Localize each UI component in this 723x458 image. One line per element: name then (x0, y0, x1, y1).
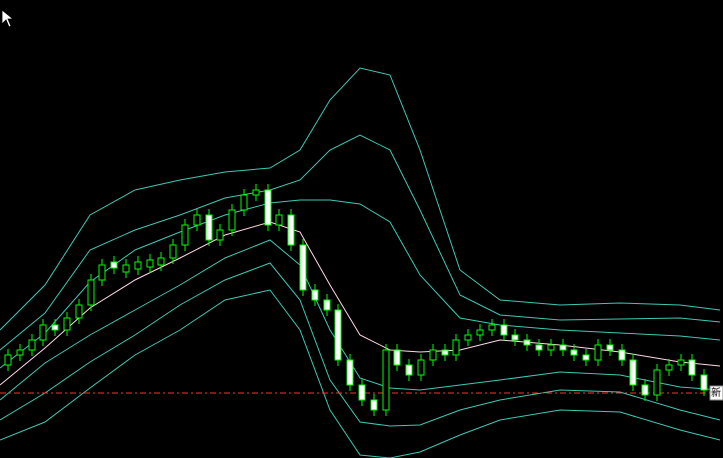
price-tag-label: 新 (711, 386, 721, 399)
candle-body (641, 384, 649, 396)
candle-body (216, 229, 224, 241)
mouse-cursor (1, 9, 15, 28)
candle-body (370, 399, 378, 411)
candle-body (146, 259, 154, 268)
candle-body (393, 349, 401, 366)
candle-body (134, 261, 142, 270)
candle-body (122, 264, 130, 273)
candle-body (476, 329, 484, 336)
candle-body (417, 359, 425, 376)
candle-body (264, 189, 272, 226)
candle-body (559, 344, 567, 351)
candle-body (157, 257, 165, 266)
candle-body (87, 279, 95, 306)
band-line (0, 67, 721, 331)
candle-body (535, 344, 543, 351)
candle-body (63, 317, 71, 331)
band-line (0, 289, 721, 458)
candle-body (629, 359, 637, 386)
candle-body (382, 349, 390, 411)
candle-body (594, 344, 602, 361)
candle-body (582, 354, 590, 361)
band-line (0, 134, 721, 351)
candle-body (464, 334, 472, 341)
candle-body (570, 349, 578, 356)
band-line (0, 221, 721, 386)
candle-body (75, 304, 83, 319)
candle-body (228, 209, 236, 231)
candle-body (346, 359, 354, 386)
candle-body (653, 369, 661, 396)
candle-body (205, 214, 213, 241)
candle-body (169, 244, 177, 259)
candle-body (110, 261, 118, 269)
candle-body (688, 359, 696, 376)
candle-body (334, 309, 342, 361)
candle-body (618, 349, 626, 361)
candle-body (181, 224, 189, 246)
candle-body (287, 214, 295, 246)
candle-body (311, 289, 319, 301)
candle-body (441, 349, 449, 356)
candle-body (323, 299, 331, 311)
candle-body (51, 324, 59, 331)
band-line (0, 199, 721, 369)
candle-body (299, 244, 307, 291)
band-line (0, 239, 721, 401)
candle-body (252, 189, 260, 196)
candle-body (240, 194, 248, 211)
candle-body (275, 214, 283, 226)
candle-body (488, 324, 496, 331)
candle-body (511, 334, 519, 341)
band-line (0, 262, 721, 427)
candle-body (677, 359, 685, 366)
candle-body (28, 339, 36, 351)
candle-body (452, 339, 460, 356)
candle-body (358, 384, 366, 401)
candle-body (405, 364, 413, 376)
candle-body (523, 339, 531, 346)
candle-body (98, 264, 106, 281)
candle-body (606, 344, 614, 351)
candle-body (4, 354, 12, 366)
candle-body (429, 349, 437, 361)
candle-body (193, 214, 201, 226)
candle-body (16, 349, 24, 356)
candle-body (39, 324, 47, 341)
candle-body (547, 344, 555, 351)
candle-body (700, 374, 708, 391)
price-tag-box (709, 385, 723, 401)
candle-body (665, 364, 673, 371)
candle-body (500, 324, 508, 336)
